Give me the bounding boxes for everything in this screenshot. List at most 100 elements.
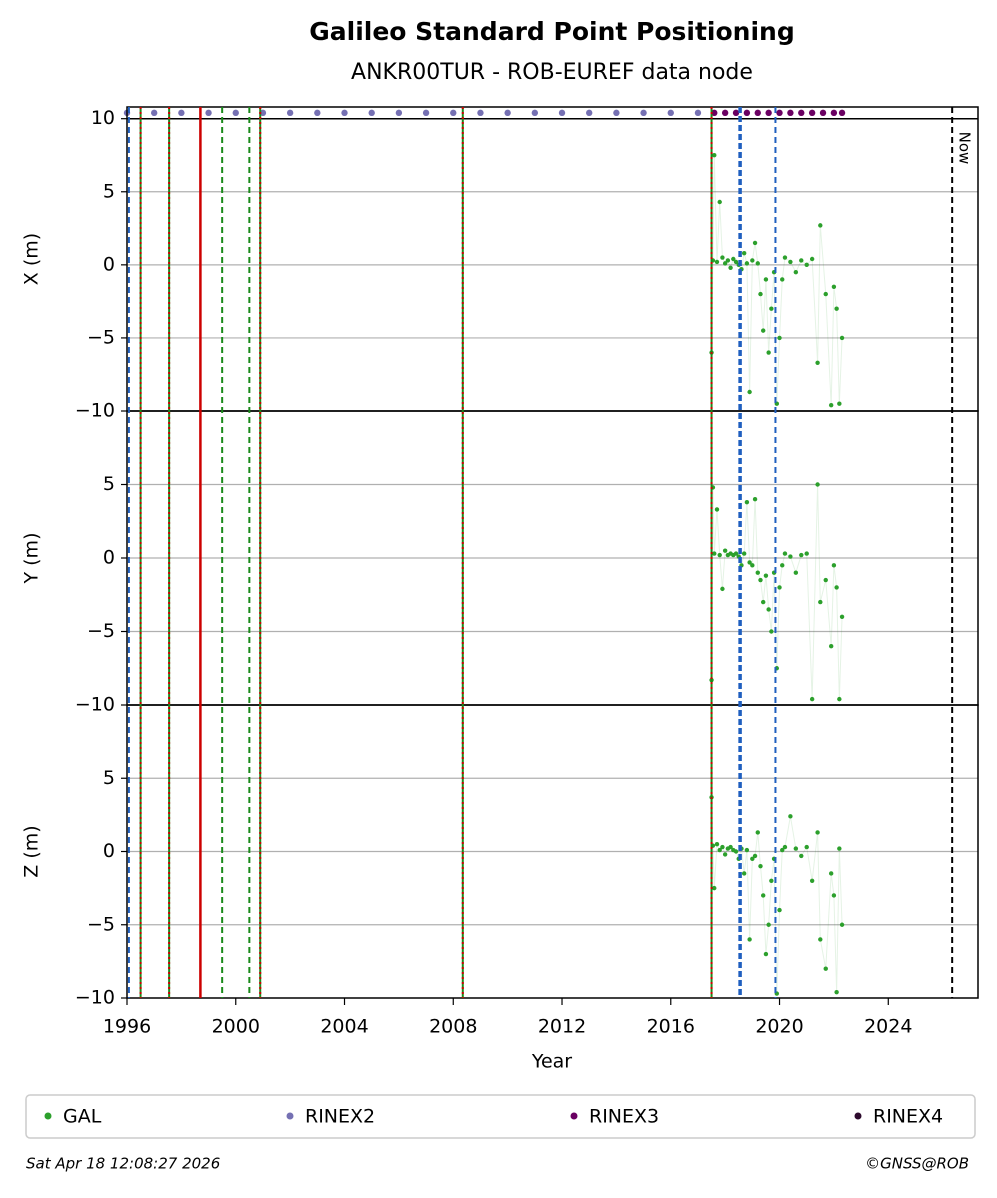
data-point xyxy=(747,560,752,565)
data-point xyxy=(717,199,722,205)
data-point xyxy=(828,644,834,649)
data-point xyxy=(788,814,793,819)
data-point xyxy=(788,554,793,559)
data-point xyxy=(830,109,838,117)
data-point xyxy=(809,256,815,262)
data-point xyxy=(828,871,834,876)
data-point xyxy=(667,109,674,117)
data-point xyxy=(808,109,816,117)
y-tick-label: 10 xyxy=(91,107,115,129)
data-point xyxy=(787,109,794,117)
data-point xyxy=(744,499,750,505)
data-point xyxy=(613,109,620,117)
legend-label: RINEX3 xyxy=(589,1106,659,1128)
chart-title: Galileo Standard Point Positioning xyxy=(309,17,794,46)
data-point xyxy=(761,599,766,605)
data-point xyxy=(788,259,793,265)
data-point xyxy=(834,989,839,995)
data-point xyxy=(722,852,728,857)
data-point xyxy=(744,261,750,266)
data-point xyxy=(712,153,717,158)
data-point xyxy=(286,109,294,117)
data-point xyxy=(744,847,750,853)
data-point xyxy=(831,284,837,289)
data-point xyxy=(640,109,647,117)
data-point xyxy=(804,551,809,556)
legend-label: RINEX4 xyxy=(873,1106,943,1128)
data-point xyxy=(314,109,321,117)
data-point xyxy=(838,109,846,117)
legend-box xyxy=(25,1094,976,1139)
data-point xyxy=(766,922,771,927)
data-point xyxy=(752,240,758,246)
data-point xyxy=(780,563,785,568)
data-point xyxy=(368,109,375,117)
y-tick-label: −10 xyxy=(75,694,115,716)
legend-marker xyxy=(854,1112,862,1120)
data-point xyxy=(780,277,785,282)
data-point xyxy=(798,109,805,117)
data-point xyxy=(531,109,539,117)
data-point xyxy=(752,497,758,502)
data-point xyxy=(769,306,774,311)
data-point xyxy=(733,259,739,265)
data-point xyxy=(714,507,720,512)
y-tick-label: 0 xyxy=(103,253,115,275)
data-point xyxy=(743,109,751,117)
y-tick-label: 0 xyxy=(103,840,115,862)
data-point xyxy=(731,256,736,262)
data-point xyxy=(793,846,799,851)
data-point xyxy=(777,335,782,341)
x-axis-label: Year xyxy=(531,1051,572,1073)
data-point xyxy=(837,696,842,702)
y-tick-label: 5 xyxy=(103,473,115,495)
data-point xyxy=(763,951,769,957)
footer-credit: ©GNSS@ROB xyxy=(865,1155,969,1173)
now-label: Now xyxy=(956,132,974,165)
data-point xyxy=(755,830,760,835)
data-point xyxy=(750,258,755,263)
data-point xyxy=(752,853,758,859)
data-point xyxy=(259,109,267,117)
data-point xyxy=(750,856,755,862)
data-point xyxy=(720,586,725,592)
y-tick-label: −5 xyxy=(87,620,115,642)
data-point xyxy=(804,844,809,850)
data-point xyxy=(341,109,348,117)
data-point xyxy=(728,265,733,270)
legend-marker xyxy=(570,1112,578,1120)
data-point xyxy=(750,563,755,568)
data-point xyxy=(834,585,839,590)
axes-frame xyxy=(126,704,979,999)
y-tick-label: −10 xyxy=(75,987,115,1009)
data-point xyxy=(819,109,827,117)
chart-subtitle: ANKR00TUR - ROB-EUREF data node xyxy=(351,60,753,85)
y-tick-label: 5 xyxy=(103,180,115,202)
data-point xyxy=(722,261,728,266)
data-point xyxy=(728,844,733,850)
data-point xyxy=(782,255,788,260)
data-point xyxy=(205,109,212,117)
data-point xyxy=(782,844,788,850)
data-point xyxy=(733,849,739,854)
data-point xyxy=(763,573,769,578)
data-point xyxy=(732,109,740,117)
data-point xyxy=(837,846,842,851)
data-point xyxy=(754,109,761,117)
data-point xyxy=(780,847,785,853)
data-point xyxy=(839,335,845,341)
data-point xyxy=(586,109,593,117)
data-point xyxy=(733,551,739,556)
y-axis-label: Y (m) xyxy=(21,533,43,585)
data-point xyxy=(747,389,752,395)
y-axis-label: X (m) xyxy=(21,233,43,285)
data-point xyxy=(714,841,720,847)
x-tick-label: 1996 xyxy=(103,1016,151,1038)
data-point xyxy=(758,863,763,869)
data-point xyxy=(477,109,484,117)
data-point xyxy=(799,258,804,263)
legend-label: GAL xyxy=(63,1106,102,1128)
data-point xyxy=(839,922,845,927)
